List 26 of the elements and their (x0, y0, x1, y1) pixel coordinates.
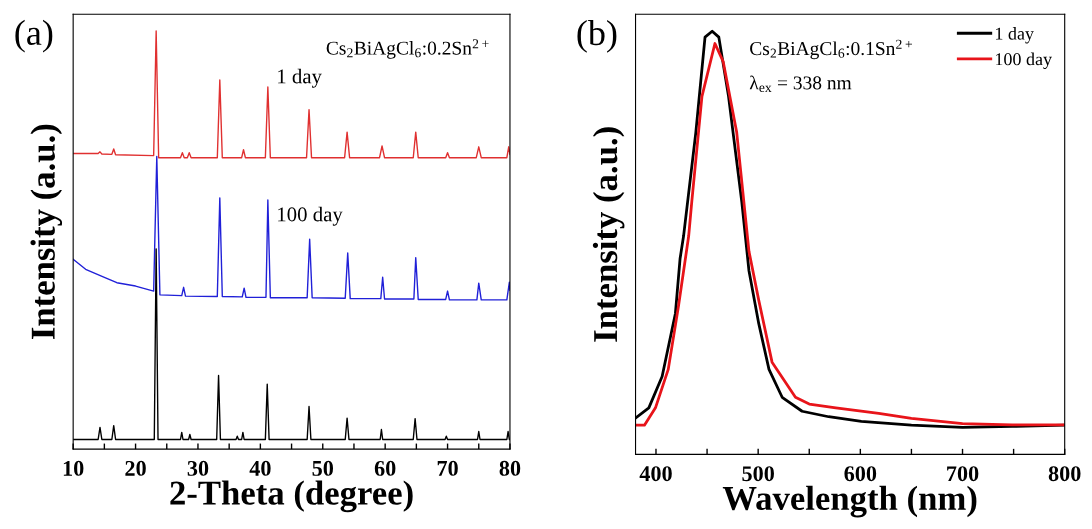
series-label: 1 day (278, 68, 322, 88)
x-axis-title: Wavelength (nm) (722, 485, 977, 518)
legend-label: 1 day (995, 27, 1034, 44)
y-axis-title: Intensity (a.u.) (30, 124, 63, 340)
x-tick-label: 60 (374, 460, 396, 476)
x-tick-label: 800 (1048, 466, 1081, 482)
x-tick-label: 80 (499, 460, 521, 476)
legend-label: 100 day (995, 52, 1052, 70)
x-tick-label: 50 (312, 460, 334, 476)
x-tick-label: 400 (639, 466, 672, 482)
x-tick-label: 500 (742, 466, 774, 482)
x-tick-label: 10 (63, 460, 84, 476)
x-tick-label: 30 (187, 460, 209, 476)
annotation: λ$_{ex}$ = 338 nm (749, 75, 852, 93)
x-tick-label: 70 (437, 460, 458, 476)
series-label: 100 day (278, 206, 343, 226)
chart-title: (b) (577, 19, 617, 53)
x-tick-label: 600 (844, 466, 877, 482)
x-axis-title: 2-Theta (degree) (170, 480, 413, 513)
annotation: Cs$_{2}$BiAgCl$_{6}$:0.1Sn$^{2+}$ (750, 39, 912, 60)
annotation: Cs$_{2}$BiAgCl$_{6}$:0.2Sn$^{2+}$ (326, 39, 489, 59)
chart-title: (a) (15, 19, 53, 53)
y-axis-title: Intensity (a.u.) (592, 127, 625, 342)
x-tick-label: 700 (947, 466, 979, 482)
x-tick-label: 40 (249, 460, 271, 476)
x-tick-label: 20 (125, 460, 146, 476)
